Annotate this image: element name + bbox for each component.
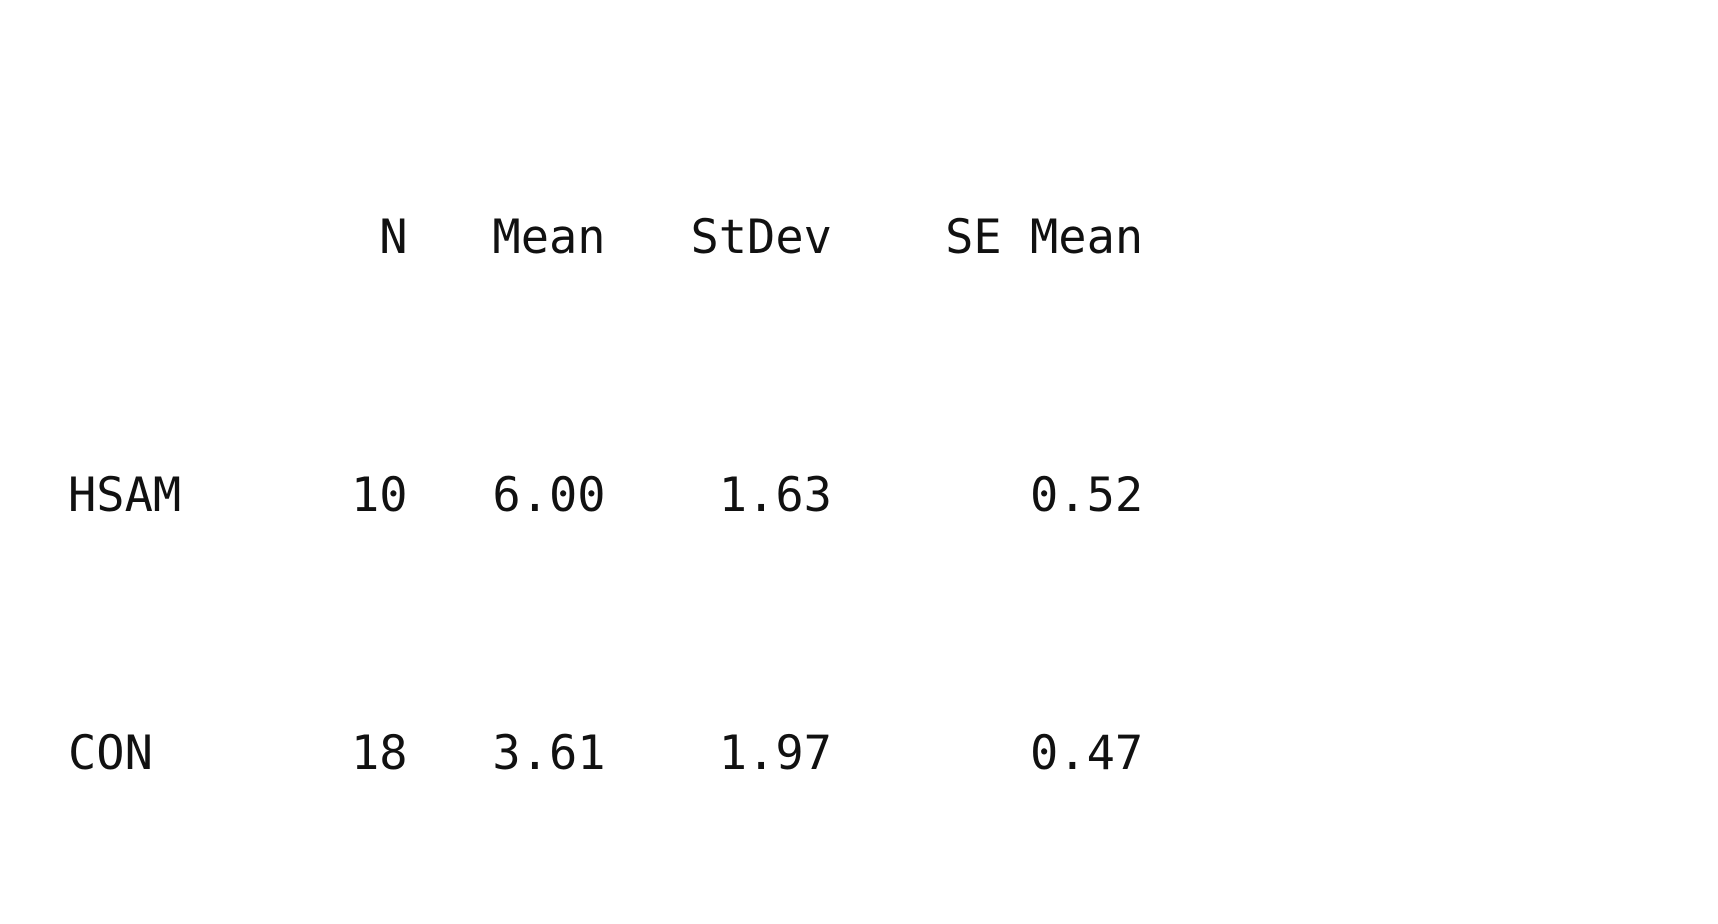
row-se-mean: 0.47 <box>1030 725 1144 781</box>
row-se-mean: 0.52 <box>1030 467 1144 523</box>
row-n: 10 <box>350 467 408 523</box>
header-n: N <box>379 209 408 265</box>
table-header-row: N Mean StDev SE Mean <box>68 206 1681 271</box>
row-label: CON <box>68 725 153 781</box>
page: { "summary_table": { "headers": { "label… <box>68 209 1144 781</box>
table-row: HSAM 10 6.00 1.63 0.52 <box>68 464 1681 529</box>
table-row: CON 18 3.61 1.97 0.47 <box>68 722 1681 787</box>
header-se-mean: SE Mean <box>945 209 1144 265</box>
row-stdev: 1.63 <box>718 467 832 523</box>
row-mean: 3.61 <box>492 725 606 781</box>
row-n: 18 <box>350 725 408 781</box>
row-stdev: 1.97 <box>718 725 832 781</box>
stat-output: N Mean StDev SE Mean HSAM 10 6.00 1.63 0.52 CON… <box>68 12 1681 924</box>
header-mean: Mean <box>492 209 606 265</box>
row-mean: 6.00 <box>492 467 606 523</box>
header-stdev: StDev <box>690 209 832 265</box>
row-label: HSAM <box>68 467 182 523</box>
